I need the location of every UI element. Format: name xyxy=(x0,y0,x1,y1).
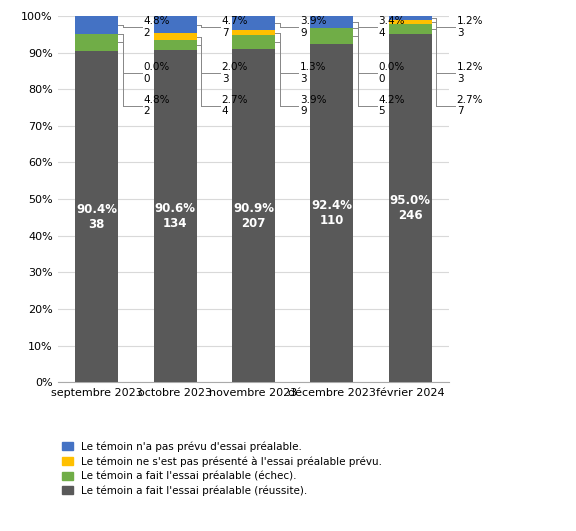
Bar xyxy=(389,24,431,35)
Bar xyxy=(232,35,275,49)
Text: 4.2%
5: 4.2% 5 xyxy=(378,95,405,116)
Text: 2.7%
4: 2.7% 4 xyxy=(222,95,248,116)
Bar xyxy=(389,20,431,24)
Text: 4.7%
7: 4.7% 7 xyxy=(222,16,248,38)
Text: 3.9%
9: 3.9% 9 xyxy=(300,95,327,116)
Bar xyxy=(154,33,196,40)
Text: 4.8%
2: 4.8% 2 xyxy=(143,95,170,116)
Bar xyxy=(75,33,118,51)
Text: 1.2%
3: 1.2% 3 xyxy=(457,62,483,83)
Legend: Le témoin n'a pas prévu d'essai préalable., Le témoin ne s'est pas présenté à l': Le témoin n'a pas prévu d'essai préalabl… xyxy=(58,437,386,500)
Bar xyxy=(232,30,275,35)
Text: 90.4%
38: 90.4% 38 xyxy=(76,203,118,230)
Text: 0.0%
0: 0.0% 0 xyxy=(378,62,404,83)
Text: 1.3%
3: 1.3% 3 xyxy=(300,62,327,83)
Bar xyxy=(389,35,431,382)
Bar xyxy=(154,16,196,33)
Text: 4.8%
2: 4.8% 2 xyxy=(143,16,170,38)
Bar xyxy=(310,16,353,28)
Text: 95.0%
246: 95.0% 246 xyxy=(389,194,431,222)
Text: 90.9%
207: 90.9% 207 xyxy=(233,202,274,230)
Text: 90.6%
134: 90.6% 134 xyxy=(154,202,196,230)
Bar xyxy=(310,44,353,382)
Text: 0.0%
0: 0.0% 0 xyxy=(143,62,169,83)
Text: 3.4%
4: 3.4% 4 xyxy=(378,16,405,38)
Text: 2.7%
7: 2.7% 7 xyxy=(457,95,483,116)
Text: 3.9%
9: 3.9% 9 xyxy=(300,16,327,38)
Bar xyxy=(75,51,118,382)
Bar xyxy=(154,40,196,50)
Bar xyxy=(232,16,275,30)
Text: 92.4%
110: 92.4% 110 xyxy=(311,199,353,227)
Text: 1.2%
3: 1.2% 3 xyxy=(457,16,483,38)
Bar xyxy=(310,28,353,44)
Bar xyxy=(154,50,196,382)
Text: 2.0%
3: 2.0% 3 xyxy=(222,62,248,83)
Bar xyxy=(389,15,431,20)
Bar xyxy=(75,16,118,33)
Bar xyxy=(232,49,275,382)
